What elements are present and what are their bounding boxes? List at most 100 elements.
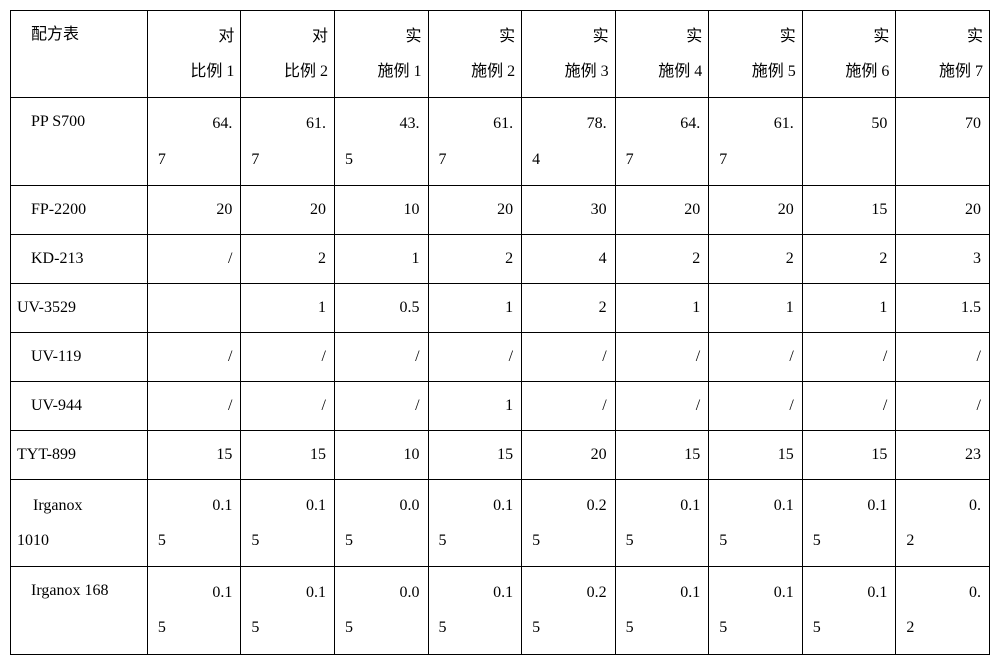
data-cell: 0.15	[615, 479, 709, 566]
row-label: KD-213	[11, 234, 148, 283]
data-cell: /	[334, 381, 428, 430]
row-label: UV-3529	[11, 283, 148, 332]
data-cell: 20	[615, 185, 709, 234]
row-label: Irganox 168	[11, 567, 148, 654]
data-cell: 0.05	[334, 567, 428, 654]
data-cell: /	[615, 381, 709, 430]
row-label: TYT-899	[11, 430, 148, 479]
data-cell: /	[615, 332, 709, 381]
header-col-6: 实施例 4	[615, 11, 709, 98]
header-col-4: 实施例 2	[428, 11, 522, 98]
data-cell: 20	[241, 185, 335, 234]
data-cell: 0.15	[709, 479, 803, 566]
data-cell: /	[709, 381, 803, 430]
data-cell: 15	[802, 430, 896, 479]
header-label: 配方表	[11, 11, 148, 98]
table-row: UV-119/////////	[11, 332, 990, 381]
data-cell: 0.15	[428, 479, 522, 566]
data-cell: 1	[334, 234, 428, 283]
data-cell: 20	[428, 185, 522, 234]
data-cell: 15	[147, 430, 241, 479]
header-col-2: 对比例 2	[241, 11, 335, 98]
data-cell: /	[522, 332, 616, 381]
data-cell: 0.15	[802, 479, 896, 566]
header-col-9: 实施例 7	[896, 11, 990, 98]
data-cell: 78.4	[522, 98, 616, 185]
data-cell: /	[802, 332, 896, 381]
data-cell: 10	[334, 430, 428, 479]
data-cell: 20	[522, 430, 616, 479]
data-cell: 0.5	[334, 283, 428, 332]
data-cell: 0.2	[896, 479, 990, 566]
row-label: Irganox1010	[11, 479, 148, 566]
data-cell: /	[241, 332, 335, 381]
data-cell: 2	[522, 283, 616, 332]
data-cell: 0.15	[241, 479, 335, 566]
data-cell: 50	[802, 98, 896, 185]
data-cell: /	[896, 332, 990, 381]
data-cell: /	[147, 234, 241, 283]
table-row: KD-213/21242223	[11, 234, 990, 283]
row-label: PP S700	[11, 98, 148, 185]
data-cell: 1	[241, 283, 335, 332]
data-cell: /	[709, 332, 803, 381]
data-cell: 1	[802, 283, 896, 332]
data-cell: 64.7	[147, 98, 241, 185]
data-cell: 0.15	[709, 567, 803, 654]
header-col-1: 对比例 1	[147, 11, 241, 98]
row-label: UV-944	[11, 381, 148, 430]
data-cell: 1	[709, 283, 803, 332]
table-row: TYT-899151510152015151523	[11, 430, 990, 479]
data-cell: 0.15	[802, 567, 896, 654]
header-col-5: 实施例 3	[522, 11, 616, 98]
data-cell: 1.5	[896, 283, 990, 332]
data-cell: 0.25	[522, 567, 616, 654]
data-cell: /	[147, 381, 241, 430]
data-cell: 20	[147, 185, 241, 234]
data-cell: 64.7	[615, 98, 709, 185]
data-cell: 3	[896, 234, 990, 283]
data-cell: 1	[428, 381, 522, 430]
data-cell: 0.05	[334, 479, 428, 566]
data-cell: 20	[709, 185, 803, 234]
data-cell: /	[522, 381, 616, 430]
data-cell: 2	[709, 234, 803, 283]
data-cell: 0.15	[428, 567, 522, 654]
table-row: Irganox 1680.150.150.050.150.250.150.150…	[11, 567, 990, 654]
table-row: PP S70064.761.743.561.778.464.761.75070	[11, 98, 990, 185]
data-cell: 2	[615, 234, 709, 283]
data-cell: 0.2	[896, 567, 990, 654]
data-cell: 23	[896, 430, 990, 479]
data-cell: 4	[522, 234, 616, 283]
header-col-8: 实施例 6	[802, 11, 896, 98]
data-cell: 10	[334, 185, 428, 234]
header-col-3: 实施例 1	[334, 11, 428, 98]
data-cell: 70	[896, 98, 990, 185]
data-cell: 15	[802, 185, 896, 234]
data-cell: /	[802, 381, 896, 430]
data-cell: 0.15	[241, 567, 335, 654]
data-cell: 1	[428, 283, 522, 332]
data-cell: 15	[709, 430, 803, 479]
data-cell: /	[147, 332, 241, 381]
table-row: Irganox10100.150.150.050.150.250.150.150…	[11, 479, 990, 566]
row-label: UV-119	[11, 332, 148, 381]
data-cell: 1	[615, 283, 709, 332]
data-cell: 0.25	[522, 479, 616, 566]
data-cell: 61.7	[428, 98, 522, 185]
data-cell: /	[428, 332, 522, 381]
row-label: FP-2200	[11, 185, 148, 234]
data-cell: 43.5	[334, 98, 428, 185]
data-cell: 61.7	[241, 98, 335, 185]
table-row: FP-2200202010203020201520	[11, 185, 990, 234]
data-cell: 0.15	[147, 567, 241, 654]
formula-table: 配方表对比例 1对比例 2实施例 1实施例 2实施例 3实施例 4实施例 5实施…	[10, 10, 990, 655]
data-cell	[147, 283, 241, 332]
data-cell: /	[896, 381, 990, 430]
data-cell: 0.15	[615, 567, 709, 654]
data-cell: 20	[896, 185, 990, 234]
data-cell: /	[334, 332, 428, 381]
data-cell: 2	[428, 234, 522, 283]
data-cell: 0.15	[147, 479, 241, 566]
table-row: UV-944///1/////	[11, 381, 990, 430]
